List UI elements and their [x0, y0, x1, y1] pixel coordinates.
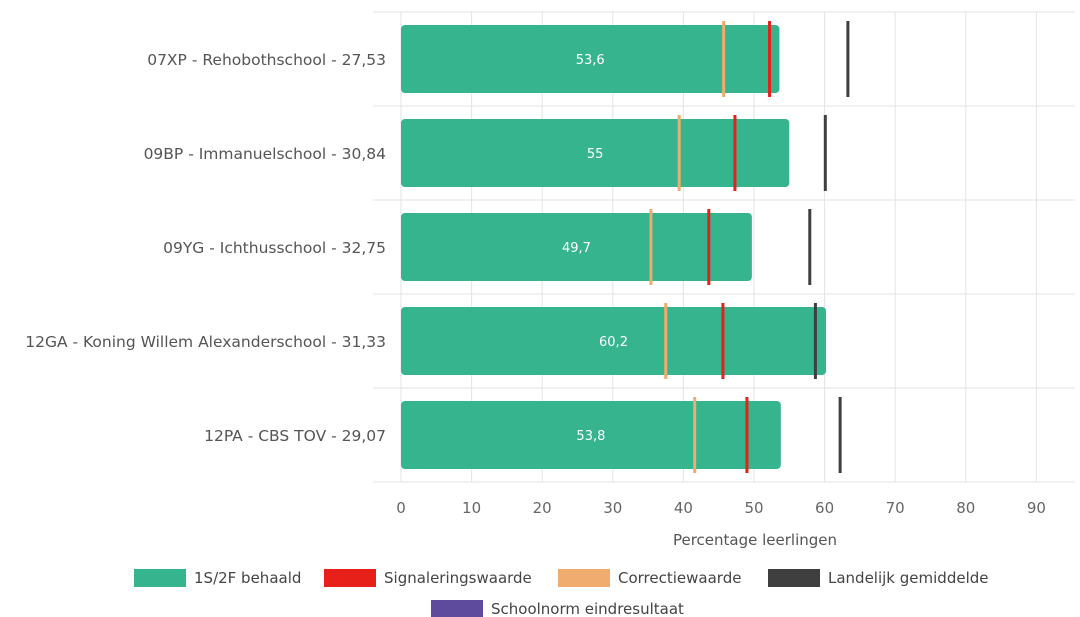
legend-label: Schoolnorm eindresultaat	[491, 600, 684, 617]
legend-label: 1S/2F behaald	[194, 569, 301, 587]
legend-label: Signaleringswaarde	[384, 569, 532, 587]
bar	[401, 213, 752, 281]
category-label: 07XP - Rehobothschool - 27,53	[147, 51, 386, 69]
legend-label: Landelijk gemiddelde	[828, 569, 988, 587]
bar-value-label: 53,6	[576, 53, 605, 68]
bar	[401, 119, 790, 187]
bar-value-label: 49,7	[562, 241, 591, 256]
legend-swatch	[324, 569, 376, 587]
x-tick-label: 20	[533, 499, 552, 517]
legend-swatch	[134, 569, 186, 587]
category-label: 12GA - Koning Willem Alexanderschool - 3…	[25, 333, 386, 351]
x-tick-label: 0	[396, 499, 406, 517]
category-label: 09YG - Ichthusschool - 32,75	[163, 239, 386, 257]
x-tick-label: 70	[886, 499, 905, 517]
x-tick-label: 40	[674, 499, 693, 517]
category-label: 09BP - Immanuelschool - 30,84	[144, 145, 386, 163]
x-axis-title: Percentage leerlingen	[673, 531, 837, 549]
legend-swatch	[431, 600, 483, 617]
legend-swatch	[558, 569, 610, 587]
bar	[401, 401, 781, 469]
legend-swatch	[768, 569, 820, 587]
x-tick-label: 10	[462, 499, 481, 517]
bar-value-label: 60,2	[599, 335, 628, 350]
legend-label: Correctiewaarde	[618, 569, 741, 587]
x-axis-ticks: 0 10 20 30 40 50 60 70 80 90	[396, 499, 1046, 517]
legend: 1S/2F behaald Signaleringswaarde Correctie…	[134, 569, 988, 617]
x-tick-label: 60	[815, 499, 834, 517]
reference-markers	[649, 21, 850, 473]
x-tick-label: 90	[1027, 499, 1046, 517]
x-tick-label: 50	[744, 499, 763, 517]
bar-value-label: 55	[587, 147, 604, 162]
category-label: 12PA - CBS TOV - 29,07	[204, 427, 386, 445]
bar	[401, 307, 827, 375]
bars: 53,6 55 49,7 60,2 53,8	[401, 25, 827, 469]
bar	[401, 25, 780, 93]
bar-value-label: 53,8	[576, 429, 605, 444]
x-tick-label: 80	[956, 499, 975, 517]
category-labels: 07XP - Rehobothschool - 27,53 09BP - Imma…	[25, 51, 386, 445]
x-tick-label: 30	[603, 499, 622, 517]
